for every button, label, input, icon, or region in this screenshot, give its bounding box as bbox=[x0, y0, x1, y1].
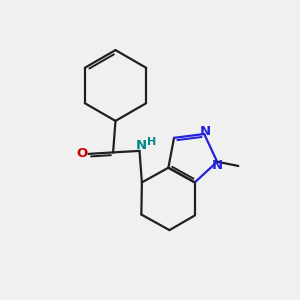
Text: N: N bbox=[212, 159, 223, 172]
Text: H: H bbox=[147, 137, 156, 147]
Text: N: N bbox=[136, 139, 147, 152]
Text: O: O bbox=[76, 147, 87, 161]
Text: N: N bbox=[200, 125, 211, 138]
